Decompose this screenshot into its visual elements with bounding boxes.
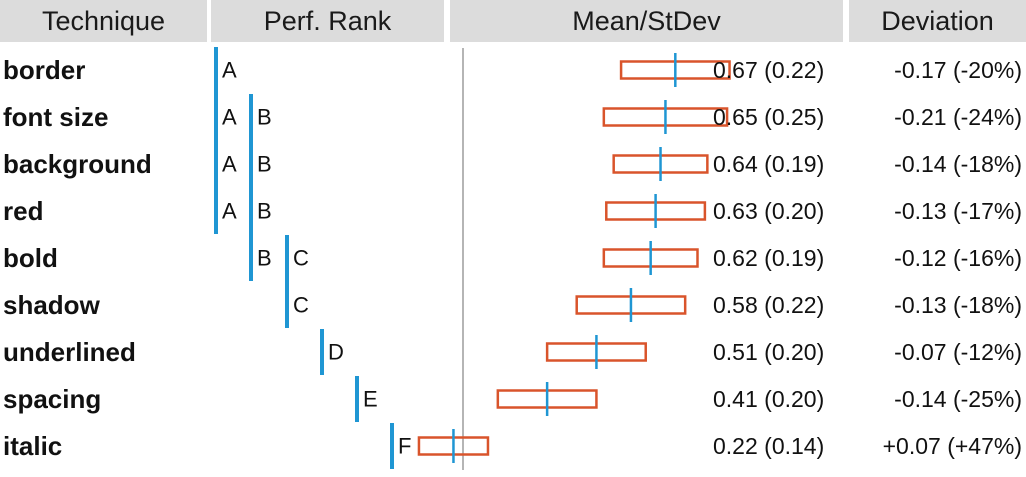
rank-letter-B: B bbox=[257, 152, 272, 177]
rank-bar-F bbox=[390, 423, 394, 469]
rank-letter-B: B bbox=[257, 105, 272, 130]
technique-label: underlined bbox=[3, 337, 136, 367]
technique-label: border bbox=[3, 55, 85, 85]
mean-stdev-value: 0.63 (0.20) bbox=[713, 198, 824, 224]
rank-letter-B: B bbox=[257, 246, 272, 271]
technique-label: bold bbox=[3, 243, 58, 273]
technique-label: spacing bbox=[3, 384, 101, 414]
rank-bar-D bbox=[320, 329, 324, 375]
mean-stdev-value: 0.58 (0.22) bbox=[713, 292, 824, 318]
deviation-value: +0.07 (+47%) bbox=[883, 433, 1022, 459]
mean-stdev-value: 0.41 (0.20) bbox=[713, 386, 824, 412]
rank-letter-F: F bbox=[398, 434, 411, 459]
technique-label: background bbox=[3, 149, 152, 179]
mean-stdev-value: 0.65 (0.25) bbox=[713, 104, 824, 130]
rank-bar-E bbox=[355, 376, 359, 422]
deviation-value: -0.07 (-12%) bbox=[894, 339, 1022, 365]
header-perf-rank: Perf. Rank bbox=[211, 0, 444, 42]
mean-stdev-value: 0.51 (0.20) bbox=[713, 339, 824, 365]
mean-stdev-value: 0.62 (0.19) bbox=[713, 245, 824, 271]
rank-bar-B bbox=[249, 94, 253, 281]
deviation-value: -0.13 (-17%) bbox=[894, 198, 1022, 224]
deviation-value: -0.21 (-24%) bbox=[894, 104, 1022, 130]
mean-stdev-value: 0.67 (0.22) bbox=[713, 57, 824, 83]
rank-letter-A: A bbox=[222, 105, 237, 130]
rank-letter-E: E bbox=[363, 387, 378, 412]
technique-label: shadow bbox=[3, 290, 101, 320]
rank-letter-D: D bbox=[328, 340, 344, 365]
rank-bar-A bbox=[214, 47, 218, 234]
rank-letter-A: A bbox=[222, 199, 237, 224]
mean-stdev-value: 0.22 (0.14) bbox=[713, 433, 824, 459]
deviation-value: -0.13 (-18%) bbox=[894, 292, 1022, 318]
technique-label: red bbox=[3, 196, 43, 226]
header-deviation: Deviation bbox=[849, 0, 1026, 42]
header-technique: Technique bbox=[0, 0, 207, 42]
rank-bar-C bbox=[285, 235, 289, 328]
rank-letter-A: A bbox=[222, 58, 237, 83]
rank-letter-C: C bbox=[293, 293, 309, 318]
technique-label: font size bbox=[3, 102, 108, 132]
deviation-value: -0.17 (-20%) bbox=[894, 57, 1022, 83]
rank-letter-A: A bbox=[222, 152, 237, 177]
technique-label: italic bbox=[3, 431, 62, 461]
deviation-value: -0.12 (-16%) bbox=[894, 245, 1022, 271]
header-mean-stdev: Mean/StDev bbox=[450, 0, 843, 42]
rank-letter-C: C bbox=[293, 246, 309, 271]
rank-letter-B: B bbox=[257, 199, 272, 224]
mean-stdev-value: 0.64 (0.19) bbox=[713, 151, 824, 177]
deviation-value: -0.14 (-18%) bbox=[894, 151, 1022, 177]
deviation-value: -0.14 (-25%) bbox=[894, 386, 1022, 412]
